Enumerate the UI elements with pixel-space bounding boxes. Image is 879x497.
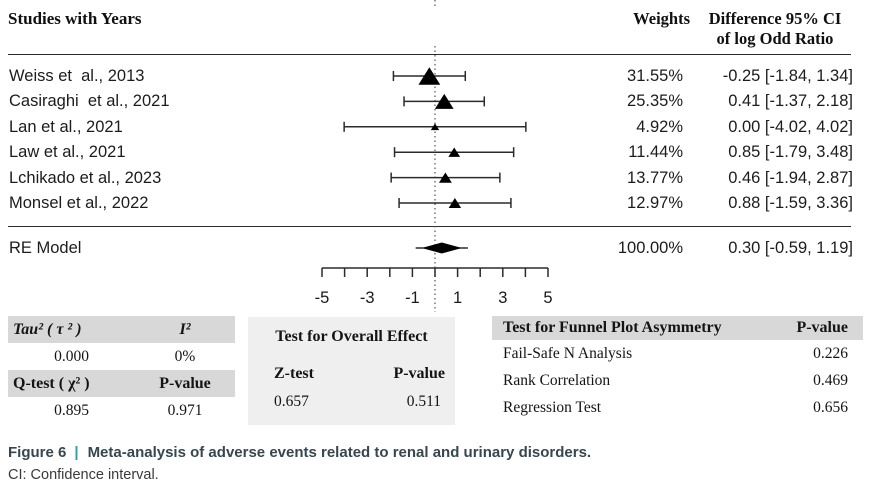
study-row: Casiraghi et al., 2021 25.35% 0.41 [-1.3… xyxy=(0,88,879,114)
ztest-label: Z-test xyxy=(274,365,314,382)
summary-label: RE Model xyxy=(9,239,82,257)
qtest-pvalue: 0.971 xyxy=(167,401,203,419)
figure-caption-note: CI: Confidence interval. xyxy=(8,467,159,483)
study-ci-text: -0.25 [-1.84, 1.34] xyxy=(722,67,853,85)
study-row: Lan et al., 2021 4.92% 0.00 [-4.02, 4.02… xyxy=(0,114,879,140)
difference-header-line2: of log Odd Ratio xyxy=(716,29,834,48)
ztest-value: 0.657 xyxy=(274,393,309,410)
funnel-row-label: Fail-Safe N Analysis xyxy=(503,345,633,362)
axis-tick-label: 3 xyxy=(498,289,507,307)
study-ci-text: 0.41 [-1.37, 2.18] xyxy=(728,92,853,111)
studies-column-header: Studies with Years xyxy=(8,9,142,28)
study-weight: 4.92% xyxy=(636,117,683,136)
axis-tick-label: 1 xyxy=(453,289,462,307)
funnel-pvalue-label: P-value xyxy=(796,319,848,336)
study-ci-text: 0.00 [-4.02, 4.02] xyxy=(728,117,853,136)
axis-tick-label: 5 xyxy=(543,289,552,307)
figure-caption-separator: | xyxy=(74,444,79,461)
funnel-row-label: Regression Test xyxy=(503,399,602,416)
summary-ci-text: 0.30 [-0.59, 1.19] xyxy=(728,239,853,257)
overall-effect-panel: Test for Overall Effect Z-test P-value 0… xyxy=(248,317,455,425)
heterogeneity-table: Tau² ( τ ² ) I² 0.000 0% Q-test ( χ² ) P… xyxy=(8,316,235,424)
study-label: Law et al., 2021 xyxy=(9,143,126,162)
study-label: Weiss et al., 2013 xyxy=(9,67,145,85)
funnel-row: Regression Test 0.656 xyxy=(492,394,863,421)
figure-caption: Figure 6 | Meta-analysis of adverse events… xyxy=(8,444,591,461)
heterogeneity-value-row: 0.000 0% xyxy=(8,343,235,370)
study-ci-text: 0.88 [-1.59, 3.36] xyxy=(728,194,853,212)
study-label: Lan et al., 2021 xyxy=(9,117,123,136)
study-row: Law et al., 2021 11.44% 0.85 [-1.79, 3.4… xyxy=(0,139,879,165)
funnel-row-value: 0.226 xyxy=(813,345,848,362)
weights-column-header: Weights xyxy=(633,9,690,28)
heterogeneity-header-row: Tau² ( τ ² ) I² xyxy=(8,316,235,343)
tau2-value: 0.000 xyxy=(54,347,89,365)
funnel-rows: Fail-Safe N Analysis 0.226 Rank Correlat… xyxy=(492,340,863,421)
i2-label: I² xyxy=(179,320,191,338)
qtest-label: Q-test ( χ² ) xyxy=(13,374,90,392)
ztest-pvalue-label: P-value xyxy=(393,365,445,382)
study-ci-text: 0.46 [-1.94, 2.87] xyxy=(728,168,853,187)
qtest-header-row: Q-test ( χ² ) P-value xyxy=(8,370,235,397)
ztest-pvalue: 0.511 xyxy=(406,393,441,410)
axis-tick-label: -5 xyxy=(315,289,330,307)
summary-divider-rule xyxy=(8,226,851,227)
summary-weight: 100.00% xyxy=(617,239,683,257)
axis-tick-label: -1 xyxy=(405,289,420,307)
study-label: Monsel et al., 2022 xyxy=(9,194,149,212)
funnel-row: Fail-Safe N Analysis 0.226 xyxy=(492,340,863,367)
qtest-value-row: 0.895 0.971 xyxy=(8,397,235,424)
overall-effect-title: Test for Overall Effect xyxy=(275,328,428,345)
funnel-row: Rank Correlation 0.469 xyxy=(492,367,863,394)
study-weight: 25.35% xyxy=(627,92,683,111)
funnel-row-label: Rank Correlation xyxy=(503,372,611,389)
header-divider-rule xyxy=(8,54,851,55)
study-weight: 31.55% xyxy=(627,67,683,85)
axis-tick-label: -3 xyxy=(360,289,375,307)
study-label: Casiraghi et al., 2021 xyxy=(9,92,170,111)
i2-value: 0% xyxy=(174,347,196,365)
funnel-title: Test for Funnel Plot Asymmetry xyxy=(503,319,722,336)
difference-column-header: Difference 95% CI of log Odd Ratio xyxy=(695,9,855,49)
study-weight: 11.44% xyxy=(628,143,683,162)
figure-caption-title: Meta-analysis of adverse events related … xyxy=(87,444,592,461)
summary-row: RE Model 100.00% 0.30 [-0.59, 1.19] xyxy=(0,235,879,261)
funnel-header-row: Test for Funnel Plot Asymmetry P-value xyxy=(492,316,863,340)
funnel-row-value: 0.656 xyxy=(813,399,848,416)
figure-caption-tag: Figure 6 xyxy=(8,444,67,461)
study-weight: 12.97% xyxy=(627,194,683,212)
funnel-asymmetry-table: Test for Funnel Plot Asymmetry P-value F… xyxy=(492,316,863,421)
study-row: Weiss et al., 2013 31.55% -0.25 [-1.84, … xyxy=(0,63,879,89)
difference-header-line1: Difference 95% CI xyxy=(708,9,842,28)
study-weight: 13.77% xyxy=(627,168,683,187)
study-label: Lchikado et al., 2023 xyxy=(9,168,162,187)
tau2-label: Tau² ( τ ² ) xyxy=(13,320,82,338)
funnel-row-value: 0.469 xyxy=(813,372,848,389)
study-row: Monsel et al., 2022 12.97% 0.88 [-1.59, … xyxy=(0,190,879,216)
study-ci-text: 0.85 [-1.79, 3.48] xyxy=(728,143,853,162)
qtest-pvalue-label: P-value xyxy=(159,374,211,392)
study-row: Lchikado et al., 2023 13.77% 0.46 [-1.94… xyxy=(0,165,879,191)
qtest-value: 0.895 xyxy=(54,401,89,419)
